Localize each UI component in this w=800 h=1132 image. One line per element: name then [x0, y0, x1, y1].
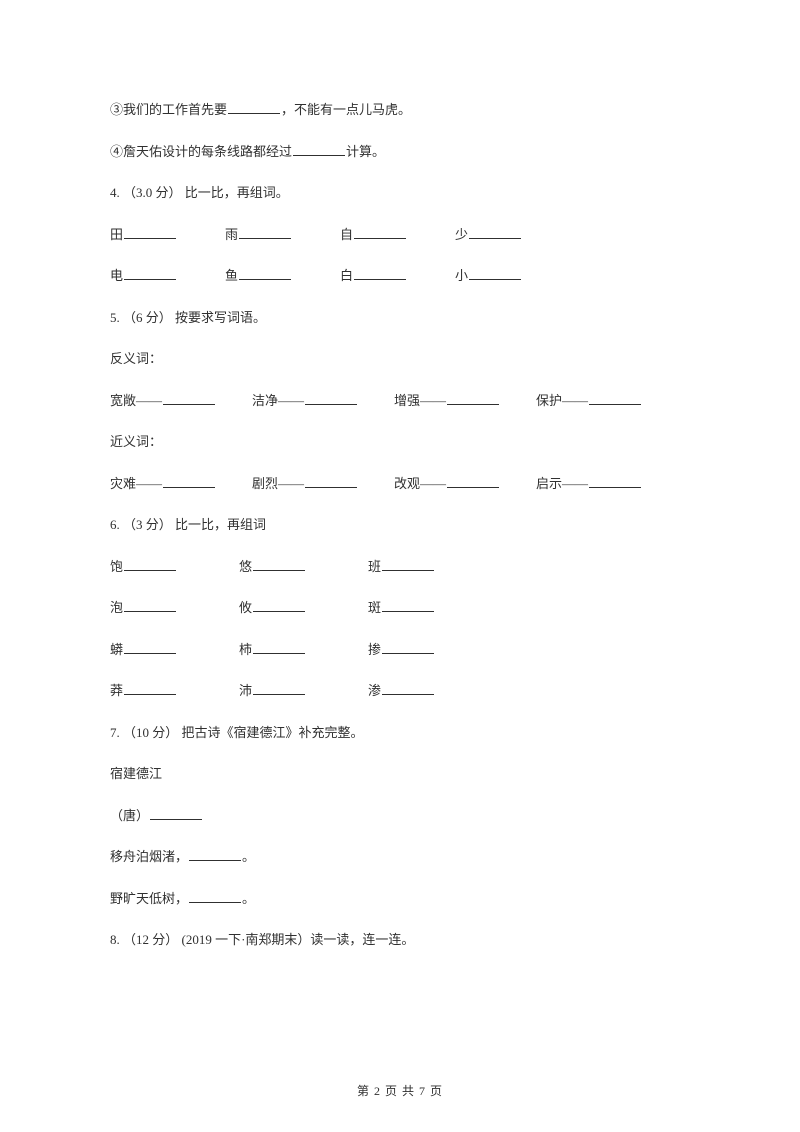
q6-row1: 饱悠班 [110, 557, 690, 577]
blank[interactable] [124, 266, 176, 280]
q3-line2: ④詹天佑设计的每条线路都经过 计算。 [110, 142, 690, 162]
blank[interactable] [253, 557, 305, 571]
q4-row1: 田雨自少 [110, 225, 690, 245]
q3-line2-suffix: 计算。 [346, 144, 385, 159]
q7-verse2b: 。 [242, 891, 255, 906]
q7-verse2a: 野旷天低树， [110, 891, 188, 906]
q3-line2-prefix: ④詹天佑设计的每条线路都经过 [110, 144, 292, 159]
char-label: 泡 [110, 600, 123, 615]
char-label: 启示—— [536, 476, 588, 491]
char-label: 班 [368, 559, 381, 574]
char-label: 自 [340, 227, 353, 242]
q5-row2: 灾难—— 剧烈—— 改观—— 启示—— [110, 474, 690, 494]
blank[interactable] [305, 391, 357, 405]
blank[interactable] [589, 474, 641, 488]
q7-verse2: 野旷天低树， 。 [110, 889, 690, 909]
blank[interactable] [163, 474, 215, 488]
q3-line1-suffix: ，不能有一点儿马虎。 [281, 102, 411, 117]
blank[interactable] [447, 391, 499, 405]
blank[interactable] [124, 681, 176, 695]
char-label: 蟒 [110, 642, 123, 657]
char-label: 小 [455, 268, 468, 283]
char-label: 电 [110, 268, 123, 283]
q4-row2: 电鱼白小 [110, 266, 690, 286]
char-label: 增强—— [394, 393, 446, 408]
char-label: 柿 [239, 642, 252, 657]
q5-row1: 宽敞—— 洁净—— 增强—— 保护—— [110, 391, 690, 411]
q7-verse1a: 移舟泊烟渚， [110, 849, 188, 864]
blank[interactable] [163, 391, 215, 405]
q6-row3: 蟒柿掺 [110, 640, 690, 660]
q5-heading: 5. （6 分） 按要求写词语。 [110, 308, 690, 328]
char-label: 饱 [110, 559, 123, 574]
q6-heading: 6. （3 分） 比一比，再组词 [110, 515, 690, 535]
blank[interactable] [150, 806, 202, 820]
q6-row4: 莽沛渗 [110, 681, 690, 701]
blank[interactable] [469, 225, 521, 239]
q5-sub1: 反义词： [110, 349, 690, 369]
char-label: 保护—— [536, 393, 588, 408]
q7-dynasty: （唐） [110, 808, 149, 823]
blank[interactable] [253, 640, 305, 654]
char-label: 雨 [225, 227, 238, 242]
char-label: 洁净—— [252, 393, 304, 408]
q8-heading: 8. （12 分） (2019 一下·南郑期末）读一读，连一连。 [110, 930, 690, 950]
q7-title: 宿建德江 [110, 764, 690, 784]
blank[interactable] [354, 225, 406, 239]
char-label: 掺 [368, 642, 381, 657]
char-label: 沛 [239, 683, 252, 698]
blank[interactable] [124, 640, 176, 654]
blank[interactable] [354, 266, 406, 280]
char-label: 斑 [368, 600, 381, 615]
blank[interactable] [589, 391, 641, 405]
q3-line1-prefix: ③我们的工作首先要 [110, 102, 227, 117]
char-label: 剧烈—— [252, 476, 304, 491]
char-label: 宽敞—— [110, 393, 162, 408]
q4-heading: 4. （3.0 分） 比一比，再组词。 [110, 183, 690, 203]
blank[interactable] [124, 598, 176, 612]
q6-row2: 泡攸斑 [110, 598, 690, 618]
char-label: 白 [340, 268, 353, 283]
q7-verse1b: 。 [242, 849, 255, 864]
q5-sub2: 近义词： [110, 432, 690, 452]
blank[interactable] [469, 266, 521, 280]
blank[interactable] [189, 889, 241, 903]
blank[interactable] [124, 557, 176, 571]
char-label: 改观—— [394, 476, 446, 491]
q7-heading: 7. （10 分） 把古诗《宿建德江》补充完整。 [110, 723, 690, 743]
blank[interactable] [382, 681, 434, 695]
page-footer: 第 2 页 共 7 页 [0, 1082, 800, 1100]
blank[interactable] [447, 474, 499, 488]
char-label: 鱼 [225, 268, 238, 283]
blank[interactable] [228, 100, 280, 114]
blank[interactable] [253, 598, 305, 612]
blank[interactable] [239, 225, 291, 239]
char-label: 悠 [239, 559, 252, 574]
blank[interactable] [382, 640, 434, 654]
char-label: 田 [110, 227, 123, 242]
char-label: 渗 [368, 683, 381, 698]
blank[interactable] [305, 474, 357, 488]
blank[interactable] [293, 142, 345, 156]
char-label: 莽 [110, 683, 123, 698]
char-label: 少 [455, 227, 468, 242]
q7-verse1: 移舟泊烟渚， 。 [110, 847, 690, 867]
char-label: 灾难—— [110, 476, 162, 491]
q3-line1: ③我们的工作首先要 ，不能有一点儿马虎。 [110, 100, 690, 120]
char-label: 攸 [239, 600, 252, 615]
blank[interactable] [239, 266, 291, 280]
blank[interactable] [382, 557, 434, 571]
blank[interactable] [382, 598, 434, 612]
blank[interactable] [189, 847, 241, 861]
q7-dynasty-line: （唐） [110, 806, 690, 826]
blank[interactable] [253, 681, 305, 695]
blank[interactable] [124, 225, 176, 239]
